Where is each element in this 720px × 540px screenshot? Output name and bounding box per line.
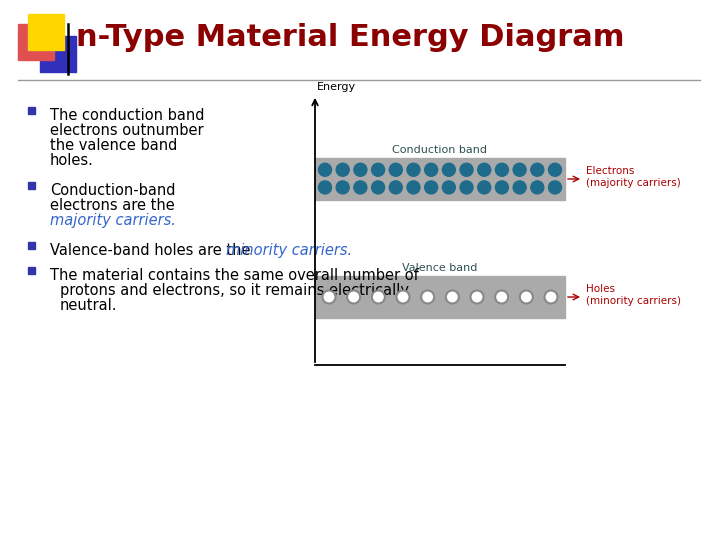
Circle shape	[549, 181, 562, 194]
Circle shape	[390, 181, 402, 194]
Circle shape	[549, 163, 562, 176]
Circle shape	[495, 181, 508, 194]
Text: Electrons
(majority carriers): Electrons (majority carriers)	[586, 166, 680, 188]
Text: n-Type Material Energy Diagram: n-Type Material Energy Diagram	[76, 23, 624, 51]
Circle shape	[446, 291, 459, 303]
Circle shape	[513, 181, 526, 194]
Bar	[28, 242, 35, 249]
Circle shape	[478, 163, 491, 176]
Text: Conduction band: Conduction band	[392, 145, 487, 155]
Bar	[315, 276, 565, 318]
Circle shape	[336, 163, 349, 176]
Circle shape	[442, 181, 455, 194]
Bar	[28, 182, 35, 189]
Circle shape	[460, 181, 473, 194]
Circle shape	[495, 163, 508, 176]
Circle shape	[354, 181, 367, 194]
Text: holes.: holes.	[50, 153, 94, 168]
Circle shape	[336, 181, 349, 194]
Text: protons and electrons, so it remains electrically: protons and electrons, so it remains ele…	[60, 283, 409, 298]
Bar	[28, 14, 64, 50]
Circle shape	[520, 291, 533, 303]
Circle shape	[442, 163, 455, 176]
Circle shape	[323, 291, 336, 303]
Circle shape	[318, 181, 331, 194]
Circle shape	[372, 163, 384, 176]
Circle shape	[470, 291, 484, 303]
Circle shape	[372, 181, 384, 194]
Circle shape	[513, 163, 526, 176]
Circle shape	[478, 181, 491, 194]
Circle shape	[318, 163, 331, 176]
Text: Valence-band holes are the: Valence-band holes are the	[50, 243, 255, 258]
Circle shape	[397, 291, 410, 303]
Text: minority carriers.: minority carriers.	[226, 243, 352, 258]
Circle shape	[354, 163, 367, 176]
Circle shape	[544, 291, 557, 303]
Circle shape	[407, 181, 420, 194]
Text: Valence band: Valence band	[402, 263, 477, 273]
Circle shape	[531, 163, 544, 176]
Bar	[315, 158, 565, 200]
Circle shape	[372, 291, 384, 303]
Circle shape	[407, 163, 420, 176]
Circle shape	[425, 163, 438, 176]
Text: electrons outnumber: electrons outnumber	[50, 123, 204, 138]
Bar	[28, 267, 35, 274]
Bar	[18, 24, 54, 60]
Circle shape	[347, 291, 360, 303]
Text: The material contains the same overall number of: The material contains the same overall n…	[50, 268, 419, 283]
Text: the valence band: the valence band	[50, 138, 177, 153]
Text: Holes
(minority carriers): Holes (minority carriers)	[586, 284, 681, 306]
Circle shape	[421, 291, 434, 303]
Text: neutral.: neutral.	[60, 298, 117, 313]
Circle shape	[460, 163, 473, 176]
Bar	[40, 36, 76, 72]
Text: The conduction band: The conduction band	[50, 108, 204, 123]
Text: electrons are the: electrons are the	[50, 198, 175, 213]
Text: majority carriers.: majority carriers.	[50, 213, 176, 228]
Circle shape	[390, 163, 402, 176]
Bar	[28, 107, 35, 114]
Circle shape	[531, 181, 544, 194]
Circle shape	[425, 181, 438, 194]
Text: Conduction-band: Conduction-band	[50, 183, 176, 198]
Text: Energy: Energy	[317, 82, 356, 92]
Circle shape	[495, 291, 508, 303]
